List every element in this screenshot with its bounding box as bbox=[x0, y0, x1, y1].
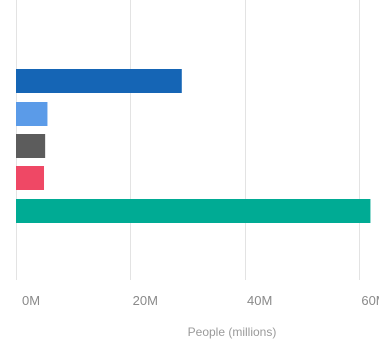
bar-2 bbox=[16, 134, 46, 158]
x-axis-title: People (millions) bbox=[188, 325, 277, 339]
x-tick-label-3: 60M bbox=[361, 293, 379, 308]
x-tick-label-2: 40M bbox=[247, 293, 272, 308]
bar-0 bbox=[16, 69, 182, 93]
bar-1 bbox=[16, 102, 48, 126]
x-tick-label-1: 20M bbox=[133, 293, 158, 308]
bar-4 bbox=[16, 199, 371, 223]
gridlines bbox=[16, 0, 360, 280]
x-axis-tick-labels: 0M 20M 40M 60M bbox=[22, 293, 379, 308]
bar-3 bbox=[16, 166, 45, 190]
bars bbox=[16, 69, 371, 223]
x-tick-label-0: 0M bbox=[22, 293, 40, 308]
